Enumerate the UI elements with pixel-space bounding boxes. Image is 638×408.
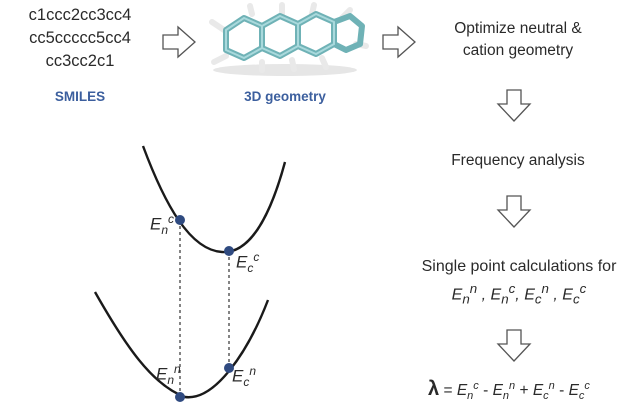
step-frequency: Frequency analysis [451, 152, 585, 169]
cation-potential-curve [141, 145, 287, 254]
step-optimize-line-1: Optimize neutral & [454, 20, 582, 37]
smiles-line-1: c1ccc2cc3cc4 [28, 6, 132, 24]
step-optimize: Optimize neutral & cation geometry [418, 18, 618, 62]
smiles-line-2: cc5ccccc5cc4 [29, 29, 131, 47]
smiles-label: SMILES [54, 89, 106, 104]
step-optimize-line-2: cation geometry [462, 42, 574, 59]
point-Ec-c [224, 246, 234, 256]
right-arrow-2-icon [382, 25, 416, 59]
reorganization-energy-equation: λ = Enc - Enn + Ecn - Ecc [428, 378, 590, 403]
point-En-n [175, 392, 185, 402]
geometry-label: 3D geometry [244, 89, 326, 104]
label-En-n: Enn [156, 362, 181, 388]
down-arrow-3-icon [496, 329, 532, 362]
label-En-c: Enc [150, 212, 175, 238]
step-single-point: Single point calculations for Enn , Enc,… [405, 256, 633, 311]
down-arrow-2-icon [496, 195, 532, 228]
label-Ec-c: Ecc [236, 250, 260, 276]
smiles-string: c1ccc2cc3cc4 cc5ccccc5cc4 cc3cc2c1 [6, 4, 154, 73]
molecule-3d-icon [209, 2, 369, 76]
smiles-line-3: cc3cc2c1 [45, 52, 115, 70]
single-point-energies: Enn , Enc, Ecn , Ecc [451, 281, 587, 307]
point-Ec-n [224, 363, 234, 373]
step-single-point-line-1: Single point calculations for [421, 258, 617, 275]
down-arrow-1-icon [496, 89, 532, 122]
point-En-c [175, 215, 185, 225]
label-Ec-n: Ecn [232, 364, 257, 390]
right-arrow-1-icon [162, 25, 196, 59]
